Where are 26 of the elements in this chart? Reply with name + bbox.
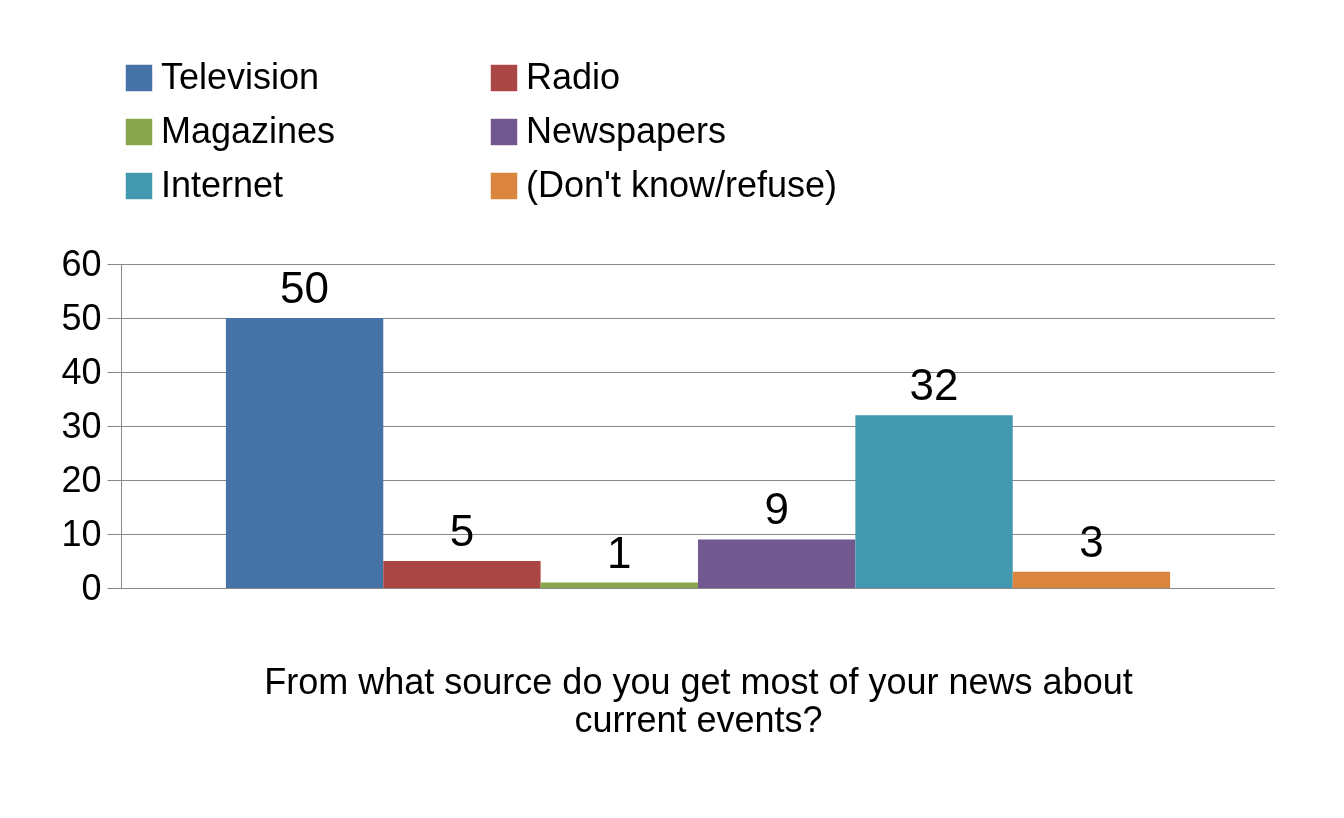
data-label: 9 (764, 484, 789, 534)
legend-label: (Don't know/refuse) (526, 164, 837, 205)
data-label: 32 (909, 360, 959, 410)
bar (540, 582, 698, 588)
data-label: 1 (607, 527, 632, 577)
legend-label: Newspapers (526, 110, 727, 151)
legend-label: Television (161, 56, 320, 97)
data-label: 5 (449, 506, 475, 555)
bar (225, 318, 384, 588)
legend-label: Magazines (161, 110, 336, 151)
bar (855, 415, 1013, 588)
data-label: 50 (280, 263, 330, 312)
data-label: 3 (1079, 516, 1104, 566)
y-tick-label: 10 (61, 512, 102, 554)
y-tick-label: 0 (81, 566, 102, 608)
bar (698, 539, 856, 588)
bar (1012, 571, 1171, 588)
x-axis-title: From what source do you get most of your news about current events? (264, 660, 1133, 740)
y-tick-label: 40 (61, 350, 102, 392)
y-tick-label: 60 (61, 242, 102, 284)
y-tick-label: 20 (61, 458, 102, 500)
y-tick-label: 30 (61, 404, 102, 446)
bar (383, 561, 541, 588)
legend-label: Internet (161, 164, 284, 205)
legend-label: Radio (526, 56, 621, 97)
y-tick-label: 50 (61, 296, 102, 338)
